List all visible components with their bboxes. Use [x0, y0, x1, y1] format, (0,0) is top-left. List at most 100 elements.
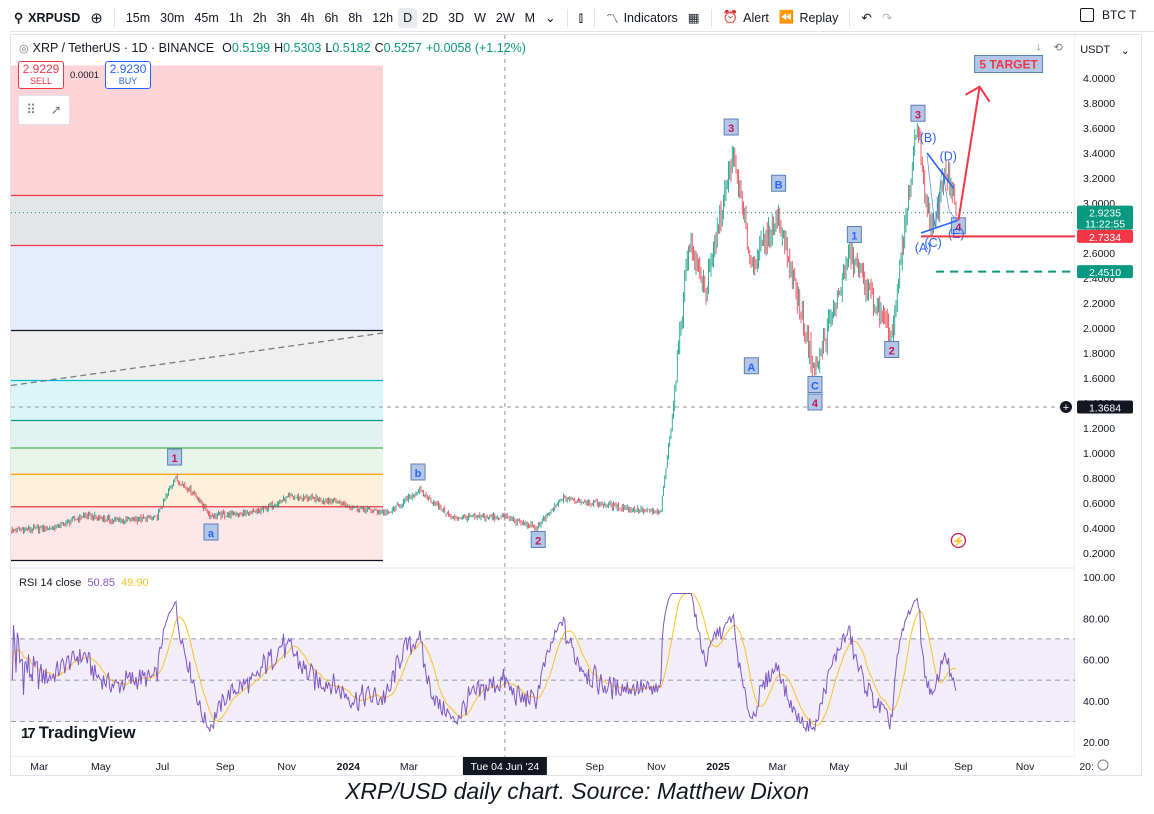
wave-label-box [807, 393, 823, 411]
interval-4h[interactable]: 4h [300, 10, 315, 25]
add-symbol-button[interactable]: ⊕ [85, 4, 108, 31]
cursor-icon[interactable]: ➚ [50, 102, 62, 117]
interval-2w[interactable]: 2W [495, 10, 515, 25]
interval-group: 15m 30m 45m 1h 2h 3h 4h 6h 8h 12h D 2D 3D W 2W M [121, 4, 540, 31]
interval-12h[interactable]: 12h [372, 10, 394, 25]
legend-close-key: C [374, 41, 384, 55]
chart-area[interactable]: 1 a b 2 3 A B C 4 1 2 3 4 (A) (B) (C) (D) (E) 5 TARGET ⚡ 4.… [10, 34, 1142, 776]
divider [113, 8, 115, 27]
layout-button[interactable]: ▦ [683, 4, 705, 31]
interval-3d[interactable]: 3D [448, 10, 465, 25]
divider [566, 8, 568, 27]
sell-price: 2.9229 [22, 62, 60, 76]
rsi-ma-value: 49.90 [121, 577, 149, 589]
wave-label: B [775, 179, 783, 191]
time-tick-label: Jul [894, 761, 907, 773]
wave-label: 3 [915, 109, 921, 121]
arrow-down-icon[interactable]: ↓ [1036, 41, 1042, 53]
triangle-label: (D) [940, 150, 957, 164]
time-tick-label: 2024 [337, 761, 361, 773]
price-tick-label: 3.2000 [1083, 173, 1115, 185]
drawing-tools: ⠿ ➚ [18, 95, 70, 125]
rsi-label: RSI 14 close [19, 577, 82, 589]
price-tick-label: 0.4000 [1083, 523, 1115, 535]
time-tick-label: May [91, 761, 112, 773]
price-tick-label: 2.2000 [1083, 298, 1115, 310]
interval-30m[interactable]: 30m [160, 10, 185, 25]
fib-zone [11, 380, 383, 421]
checkbox[interactable] [1080, 8, 1094, 22]
chevron-down-icon: ⌄ [545, 11, 556, 25]
interval-d[interactable]: D [398, 7, 418, 28]
alert-button[interactable]: ⏰ Alert [718, 4, 774, 31]
indicators-label: Indicators [623, 10, 678, 25]
reset-icon[interactable]: ⟲ [1053, 42, 1063, 54]
wave-label: 4 [955, 222, 962, 234]
interval-2h[interactable]: 2h [252, 10, 267, 25]
plus-circle-icon: ⊕ [90, 9, 103, 27]
wave-label-box [846, 226, 862, 243]
price-tick-label: 3.8000 [1083, 98, 1115, 110]
candles-icon: ⫾ [578, 9, 584, 25]
undo-button[interactable]: ↶ [856, 4, 876, 31]
green-level-tag-bg [1077, 265, 1133, 279]
interval-45m[interactable]: 45m [194, 10, 219, 25]
price-tick-label: 0.8000 [1083, 473, 1115, 485]
indicators-button[interactable]: 〽 Indicators [601, 4, 683, 31]
candles [11, 122, 957, 535]
current-price-tag: 11:22:55 [1085, 219, 1125, 231]
interval-2d[interactable]: 2D [422, 10, 439, 25]
search-icon: ⚲ [14, 11, 24, 25]
wave-label-box [203, 523, 219, 541]
symbol-search[interactable]: ⚲ XRPUSD [10, 4, 85, 31]
wave-label: 1 [172, 453, 178, 465]
buy-button[interactable]: 2.9230 BUY [105, 61, 152, 89]
green-level-tag: 2.4510 [1089, 267, 1121, 279]
compare-toggle[interactable]: BTC T [1080, 8, 1136, 22]
replay-label: Replay [799, 10, 839, 25]
chart-svg[interactable]: 1 a b 2 3 A B C 4 1 2 3 4 (A) (B) (C) (D) (E) 5 TARGET ⚡ 4.… [11, 35, 1141, 775]
interval-15m[interactable]: 15m [125, 10, 151, 25]
time-tick-label: Jul [156, 761, 169, 773]
interval-w[interactable]: W [474, 10, 486, 25]
drag-handle-icon[interactable]: ⠿ [26, 102, 36, 117]
rsi-tick-label: 60.00 [1083, 655, 1109, 667]
time-tick-label: Mar [30, 761, 49, 773]
crosshair-price-tag-bg [1077, 400, 1133, 414]
legend-title: XRP / TetherUS · 1D · BINANCE [32, 41, 215, 55]
fib-retracement[interactable] [11, 65, 384, 562]
interval-1h[interactable]: 1h [228, 10, 243, 25]
wave-label: 3 [728, 123, 734, 135]
symbol-label: XRPUSD [28, 10, 81, 25]
target-box [974, 55, 1044, 73]
price-tick-label: 2.6000 [1083, 248, 1115, 260]
redo-button[interactable]: ↷ [877, 4, 897, 31]
wave-label-box [530, 531, 546, 548]
price-tick-label: 4.0000 [1083, 73, 1115, 85]
drawings[interactable]: 1 a b 2 3 A B C 4 1 2 3 4 (A) (B) (C) (D) (E) 5 TARGET ⚡ [167, 55, 1075, 549]
time-tick-label: May [829, 761, 850, 773]
legend-open-key: O [222, 41, 232, 55]
currency-select[interactable]: USDT ⌄ [1075, 41, 1135, 59]
time-tick-label: Mar [400, 761, 419, 773]
replay-button[interactable]: ⏪ Replay [774, 4, 844, 31]
interval-m[interactable]: M [524, 10, 536, 25]
price-tick-label: 3.6000 [1083, 123, 1115, 135]
compare-label: BTC T [1102, 8, 1137, 22]
red-level-tag: 2.7334 [1089, 232, 1121, 244]
wave-label-box [910, 104, 926, 122]
sell-button[interactable]: 2.9229 SELL [18, 61, 64, 89]
interval-dropdown-button[interactable]: ⌄ [540, 4, 560, 31]
grid-icon: ▦ [687, 11, 700, 25]
sell-label: SELL [29, 76, 53, 86]
fib-zone [11, 245, 383, 331]
chart-type-button[interactable]: ⫾ [574, 4, 588, 31]
wave-label: C [811, 381, 819, 393]
interval-6h[interactable]: 6h [324, 10, 339, 25]
interval-3h[interactable]: 3h [276, 10, 291, 25]
price-tick-label: 1.2000 [1083, 423, 1115, 435]
rsi-tick-label: 80.00 [1083, 613, 1109, 625]
time-tick-label: 20: [1079, 761, 1094, 773]
interval-8h[interactable]: 8h [348, 10, 363, 25]
divider [849, 8, 851, 27]
